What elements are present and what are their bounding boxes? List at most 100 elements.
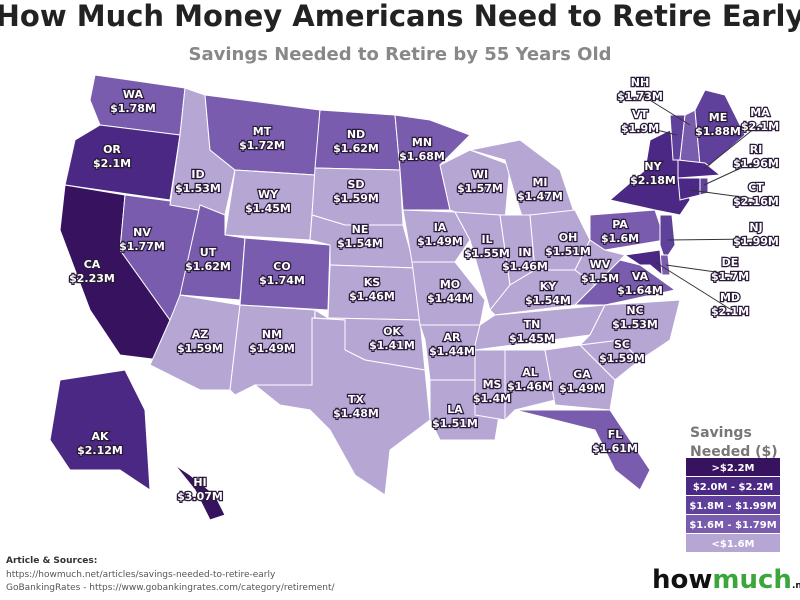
sources-heading: Article & Sources: — [6, 556, 97, 566]
state-value: $2.1M — [711, 305, 749, 318]
source-line: GoBankingRates - https://www.gobankingra… — [6, 583, 335, 593]
legend-swatch — [686, 458, 780, 476]
state-name: OH — [559, 231, 578, 244]
state-value: $1.59M — [177, 342, 223, 355]
source-line: https://howmuch.net/articles/savings-nee… — [6, 570, 276, 580]
state-shape — [411, 261, 486, 326]
state-name: CT — [748, 181, 764, 194]
legend: Savings Needed ($) >$2.2M $2.0M - $2.2M $1.8… — [686, 425, 780, 552]
state-value: $1.72M — [239, 139, 285, 152]
state-shape — [677, 177, 701, 201]
state-value: $2.12M — [77, 444, 123, 457]
state-value: $2.1M — [741, 120, 779, 133]
state-value: $1.41M — [369, 339, 415, 352]
state-value: $1.99M — [733, 235, 779, 248]
leader-line — [689, 189, 757, 200]
state-shape — [402, 209, 471, 263]
state-name: NV — [133, 226, 151, 239]
legend-label: <$1.6M — [711, 539, 754, 550]
state-name: CO — [273, 260, 290, 273]
state-value: $1.48M — [333, 407, 379, 420]
state-value: $1.44M — [429, 345, 475, 358]
state-value: $1.59M — [599, 352, 645, 365]
state-name: NY — [644, 160, 662, 173]
leader-line — [639, 125, 678, 136]
state-name: AL — [522, 366, 538, 379]
state-shape — [253, 317, 431, 496]
state-value: $2.18M — [630, 174, 676, 187]
state-value: $1.46M — [507, 380, 553, 393]
state-shape — [504, 349, 556, 422]
state-name: OR — [103, 143, 121, 156]
state-shape — [699, 177, 709, 196]
state-name: SD — [347, 178, 364, 191]
state-name: KY — [540, 280, 558, 293]
state-name: MD — [720, 291, 740, 304]
logo-part: how — [652, 565, 712, 595]
state-name: IL — [481, 233, 492, 246]
state-name: WI — [472, 168, 488, 181]
state-name: AZ — [192, 328, 209, 341]
state-shape — [49, 369, 151, 491]
state-value: $1.64M — [617, 284, 663, 297]
state-name: MI — [532, 176, 547, 189]
state-value: $3.07M — [177, 490, 223, 503]
state-value: $1.57M — [457, 182, 503, 195]
state-value: $1.49M — [249, 342, 295, 355]
state-value: $1.88M — [695, 125, 741, 138]
subtitle: Savings Needed to Retire by 55 Years Old — [189, 44, 612, 65]
state-shape — [544, 344, 616, 411]
state-name: NE — [352, 223, 369, 236]
legend-label: $2.0M - $2.2M — [693, 482, 773, 493]
state-name: AK — [91, 430, 109, 443]
state-name: UT — [200, 246, 217, 259]
state-name: MN — [412, 136, 432, 149]
legend-swatch — [686, 534, 780, 552]
state-name: IN — [518, 246, 531, 259]
leader-line — [703, 160, 757, 186]
state-name: NM — [262, 328, 282, 341]
logo-part: much — [712, 565, 792, 595]
state-shape — [174, 464, 226, 521]
state-value: $1.78M — [110, 102, 156, 115]
leader-line — [665, 264, 731, 275]
state-value: $1.45M — [245, 202, 291, 215]
state-name: MO — [440, 278, 460, 291]
state-name: ND — [347, 128, 365, 141]
legend-title: Savings — [690, 425, 752, 441]
state-name: ME — [709, 111, 727, 124]
legend-swatch — [686, 496, 780, 514]
state-name: OK — [383, 325, 401, 338]
state-name: VT — [632, 108, 649, 121]
state-value: $1.45M — [509, 332, 555, 345]
state-labels: WA$1.78MOR$2.1MCA$2.23MNV$1.77MID$1.53MM… — [68, 75, 780, 505]
state-value: $2.16M — [733, 195, 779, 208]
state-name: PA — [612, 218, 628, 231]
state-value: $1.44M — [427, 292, 473, 305]
state-shape — [677, 159, 722, 179]
state-name: SC — [614, 338, 630, 351]
state-name: WY — [258, 188, 279, 201]
state-shape — [474, 349, 506, 421]
state-name: WA — [123, 88, 144, 101]
state-value: $1.53M — [612, 318, 658, 331]
state-value: $2.23M — [69, 272, 115, 285]
state-value: $1.9M — [621, 122, 659, 135]
state-shape — [514, 409, 651, 491]
state-name: DE — [722, 256, 739, 269]
legend-label: $1.8M - $1.99M — [689, 501, 776, 512]
state-name: TN — [524, 318, 541, 331]
state-value: $1.51M — [545, 245, 591, 258]
state-name: LA — [447, 403, 463, 416]
state-shape — [589, 209, 666, 251]
leader-line — [667, 238, 757, 241]
state-name: NH — [631, 76, 649, 89]
state-name: HI — [193, 476, 206, 489]
state-shape — [623, 249, 663, 277]
state-value: $1.5M — [581, 272, 619, 285]
state-name: WV — [590, 258, 611, 271]
state-value: $1.51M — [432, 417, 478, 430]
state-value: $1.49M — [559, 382, 605, 395]
state-name: KS — [364, 276, 381, 289]
